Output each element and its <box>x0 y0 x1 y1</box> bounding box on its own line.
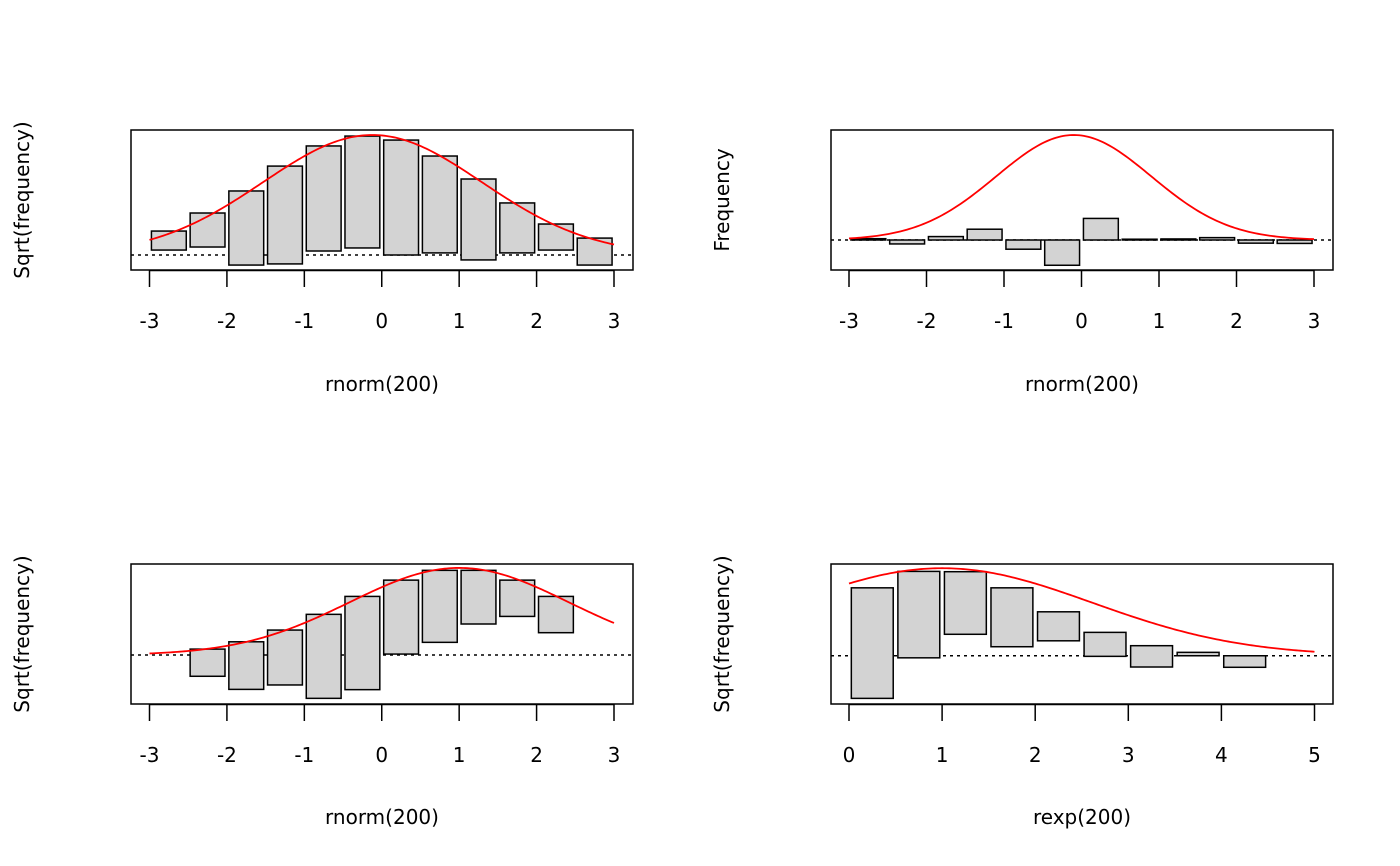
bar <box>305 613 342 700</box>
bar <box>460 178 497 261</box>
plot-area <box>831 567 1333 700</box>
bar <box>1160 238 1197 241</box>
bar <box>189 648 226 678</box>
x-tick-label: -3 <box>140 743 160 767</box>
bar <box>344 135 381 249</box>
x-tick-label: 5 <box>1308 743 1321 767</box>
x-tick-label: 1 <box>1153 309 1166 333</box>
bar <box>382 579 420 655</box>
x-tick-label: 2 <box>1230 309 1243 333</box>
panel-top-left: -3 -2 -1 0 1 2 3 rnorm(200) Sqrt(frequency) <box>10 121 634 396</box>
y-axis-title: Frequency <box>710 148 734 251</box>
bar <box>421 155 458 254</box>
panel-bottom-right: 0 1 2 3 4 5 rexp(200) Sqrt(frequency) <box>710 555 1334 829</box>
bar <box>1198 236 1236 241</box>
x-tick-label: 3 <box>1122 743 1135 767</box>
x-tick-label: -1 <box>994 309 1014 333</box>
x-tick-label: 0 <box>375 743 388 767</box>
plot-area <box>131 134 633 266</box>
plot-frame <box>130 563 634 705</box>
bar <box>1276 239 1313 245</box>
bar <box>499 579 536 618</box>
fitted-curve <box>149 567 615 655</box>
x-tick-label: -1 <box>294 743 314 767</box>
y-axis-title: Sqrt(frequency) <box>710 555 734 712</box>
x-axis: -3 -2 -1 0 1 2 3 <box>140 269 621 333</box>
x-tick-label: 3 <box>608 309 621 333</box>
bar <box>897 570 941 659</box>
panel-top-right: -3 -2 -1 0 1 2 3 rnorm(200) Frequency <box>710 129 1334 396</box>
x-tick-label: 1 <box>453 743 466 767</box>
bar <box>266 165 304 265</box>
x-tick-label: -3 <box>140 309 160 333</box>
y-axis-title: Sqrt(frequency) <box>10 555 34 712</box>
plot-area <box>131 567 633 700</box>
fitted-curve <box>149 134 615 246</box>
bar <box>460 569 497 625</box>
bar <box>850 587 894 700</box>
bar <box>850 237 887 241</box>
bar <box>927 235 965 241</box>
bar <box>228 190 265 266</box>
x-tick-label: 3 <box>608 743 621 767</box>
x-tick-label: -2 <box>917 309 937 333</box>
bar <box>888 239 926 245</box>
x-tick-label: 0 <box>1075 309 1088 333</box>
x-axis-title: rexp(200) <box>1033 805 1131 829</box>
x-tick-label: 0 <box>375 309 388 333</box>
bar <box>1222 655 1267 669</box>
x-tick-label: 1 <box>453 309 466 333</box>
x-tick-label: 3 <box>1308 309 1321 333</box>
x-tick-label: 2 <box>530 309 543 333</box>
x-tick-label: -3 <box>839 309 859 333</box>
bar <box>1036 611 1081 642</box>
x-tick-label: 2 <box>1029 743 1042 767</box>
x-axis: -3 -2 -1 0 1 2 3 <box>839 269 1321 333</box>
bar <box>1043 239 1081 267</box>
x-tick-label: 2 <box>530 743 543 767</box>
bar <box>1176 651 1220 657</box>
y-axis-title: Sqrt(frequency) <box>10 121 34 278</box>
bar <box>421 569 458 644</box>
bar <box>382 139 420 256</box>
x-tick-label: 0 <box>843 743 856 767</box>
bar <box>1129 644 1174 668</box>
panel-bottom-left: -3 -2 -1 0 1 2 3 rnorm(200) Sqrt(frequency) <box>10 555 634 829</box>
x-tick-label: -1 <box>294 309 314 333</box>
bar <box>966 228 1003 241</box>
x-axis: -3 -2 -1 0 1 2 3 <box>140 703 621 767</box>
bar <box>537 223 575 251</box>
x-axis-title: rnorm(200) <box>325 805 439 829</box>
bar <box>305 145 342 252</box>
bar <box>1121 238 1158 241</box>
plot-area <box>831 134 1333 267</box>
x-tick-label: -2 <box>217 309 237 333</box>
bar <box>943 570 988 636</box>
bar <box>189 212 226 248</box>
x-tick-label: -2 <box>217 743 237 767</box>
bar <box>266 629 304 686</box>
plot-frame <box>830 129 1334 271</box>
bar <box>990 587 1034 648</box>
x-tick-label: 1 <box>936 743 949 767</box>
bar <box>1005 239 1042 250</box>
x-axis-title: rnorm(200) <box>325 372 439 396</box>
x-tick-label: 4 <box>1215 743 1228 767</box>
bar <box>1082 217 1120 241</box>
fitted-curve <box>848 567 1315 653</box>
bar <box>1237 239 1275 244</box>
bar <box>228 641 265 691</box>
x-axis-title: rnorm(200) <box>1025 372 1139 396</box>
bar <box>344 595 381 691</box>
x-axis: 0 1 2 3 4 5 <box>843 703 1321 767</box>
fitted-curve <box>848 134 1315 241</box>
bar <box>499 202 536 254</box>
bar <box>1083 631 1127 658</box>
